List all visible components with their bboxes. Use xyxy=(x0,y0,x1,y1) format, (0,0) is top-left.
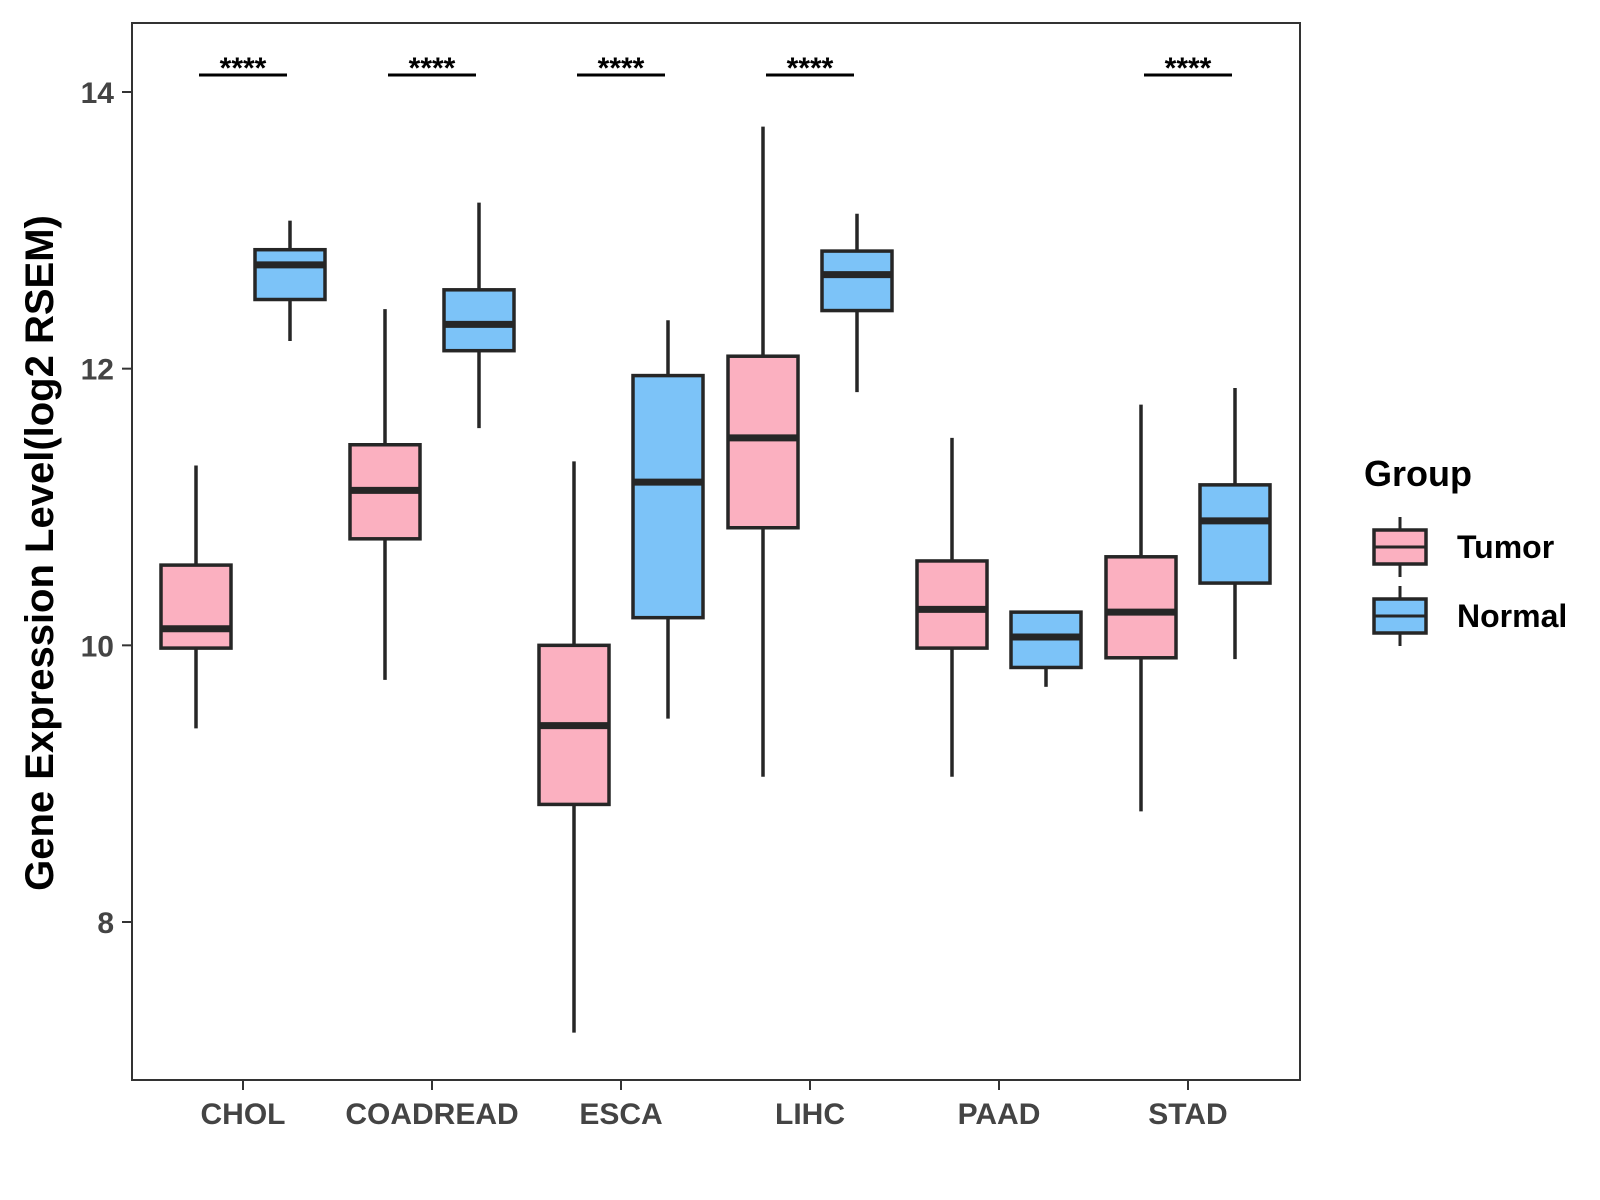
box-iqr xyxy=(820,249,894,313)
box-iqr xyxy=(1198,483,1272,585)
box-normal-coadread xyxy=(442,202,516,429)
x-tick-label: LIHC xyxy=(775,1098,845,1131)
box-iqr xyxy=(1104,555,1178,660)
y-tick-label: 12 xyxy=(81,354,114,387)
x-tick-label: ESCA xyxy=(579,1098,662,1131)
legend: Group Tumor Normal xyxy=(1364,453,1567,646)
box-tumor-chol xyxy=(159,465,233,729)
box-tumor-lihc xyxy=(726,126,800,777)
x-tick-label: PAAD xyxy=(958,1098,1041,1131)
legend-entry-normal: Normal xyxy=(1372,586,1567,646)
significance-label: **** xyxy=(409,52,456,85)
y-tick-label: 14 xyxy=(81,77,115,110)
box-iqr xyxy=(915,559,989,650)
box-iqr xyxy=(159,563,233,650)
significance-label: **** xyxy=(598,52,645,85)
box-normal-esca xyxy=(631,320,705,719)
significance-label: **** xyxy=(1165,52,1212,85)
y-tick-label: 10 xyxy=(81,630,114,663)
box-iqr xyxy=(726,354,800,530)
x-tick-label: COADREAD xyxy=(345,1098,518,1131)
legend-entry-tumor: Tumor xyxy=(1372,517,1554,577)
box-normal-lihc xyxy=(820,213,894,393)
box-normal-stad xyxy=(1198,388,1272,660)
significance-label: **** xyxy=(787,52,834,85)
plot-area: 8 10 12 14 CHOL COADREAD ESCA LIHC PAAD STAD **** *… xyxy=(81,22,1301,1131)
y-axis-title: Gene Expression Level(log2 RSEM) xyxy=(18,215,62,891)
box-normal-paad xyxy=(1009,610,1083,687)
panel-border xyxy=(131,22,1301,1081)
box-iqr xyxy=(631,373,705,620)
box-normal-chol xyxy=(253,220,327,341)
x-tick-label: STAD xyxy=(1148,1098,1227,1131)
box-tumor-stad xyxy=(1104,404,1178,812)
significance-label: **** xyxy=(220,52,267,85)
box-tumor-paad xyxy=(915,437,989,777)
legend-label: Tumor xyxy=(1457,529,1554,565)
box-tumor-esca xyxy=(537,461,611,1033)
y-tick-label: 8 xyxy=(97,907,114,940)
box-tumor-coadread xyxy=(348,309,422,680)
legend-title: Group xyxy=(1364,453,1472,494)
x-tick-label: CHOL xyxy=(201,1098,286,1131)
box-iqr xyxy=(442,288,516,353)
legend-label: Normal xyxy=(1457,598,1567,634)
box-iqr xyxy=(253,247,327,302)
